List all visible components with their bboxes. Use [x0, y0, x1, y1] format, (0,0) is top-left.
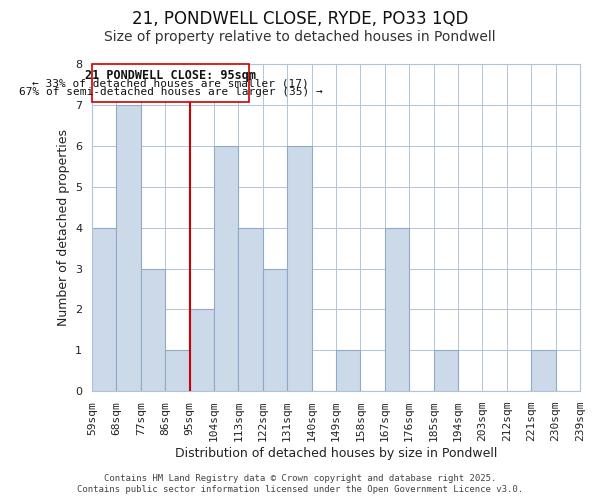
Bar [434, 350, 458, 391]
Text: ← 33% of detached houses are smaller (17): ← 33% of detached houses are smaller (17… [32, 78, 309, 88]
Bar [116, 105, 141, 391]
Bar [238, 228, 263, 391]
FancyBboxPatch shape [92, 64, 249, 102]
Bar [214, 146, 238, 391]
Text: 21 PONDWELL CLOSE: 95sqm: 21 PONDWELL CLOSE: 95sqm [85, 69, 256, 82]
Text: 21, PONDWELL CLOSE, RYDE, PO33 1QD: 21, PONDWELL CLOSE, RYDE, PO33 1QD [132, 10, 468, 28]
Bar [141, 268, 165, 391]
X-axis label: Distribution of detached houses by size in Pondwell: Distribution of detached houses by size … [175, 447, 497, 460]
Bar [165, 350, 190, 391]
Text: 67% of semi-detached houses are larger (35) →: 67% of semi-detached houses are larger (… [19, 88, 322, 98]
Bar [336, 350, 361, 391]
Bar [190, 310, 214, 391]
Text: Size of property relative to detached houses in Pondwell: Size of property relative to detached ho… [104, 30, 496, 44]
Bar [92, 228, 116, 391]
Bar [385, 228, 409, 391]
Text: Contains HM Land Registry data © Crown copyright and database right 2025.
Contai: Contains HM Land Registry data © Crown c… [77, 474, 523, 494]
Bar [531, 350, 556, 391]
Y-axis label: Number of detached properties: Number of detached properties [56, 129, 70, 326]
Bar [287, 146, 311, 391]
Bar [263, 268, 287, 391]
